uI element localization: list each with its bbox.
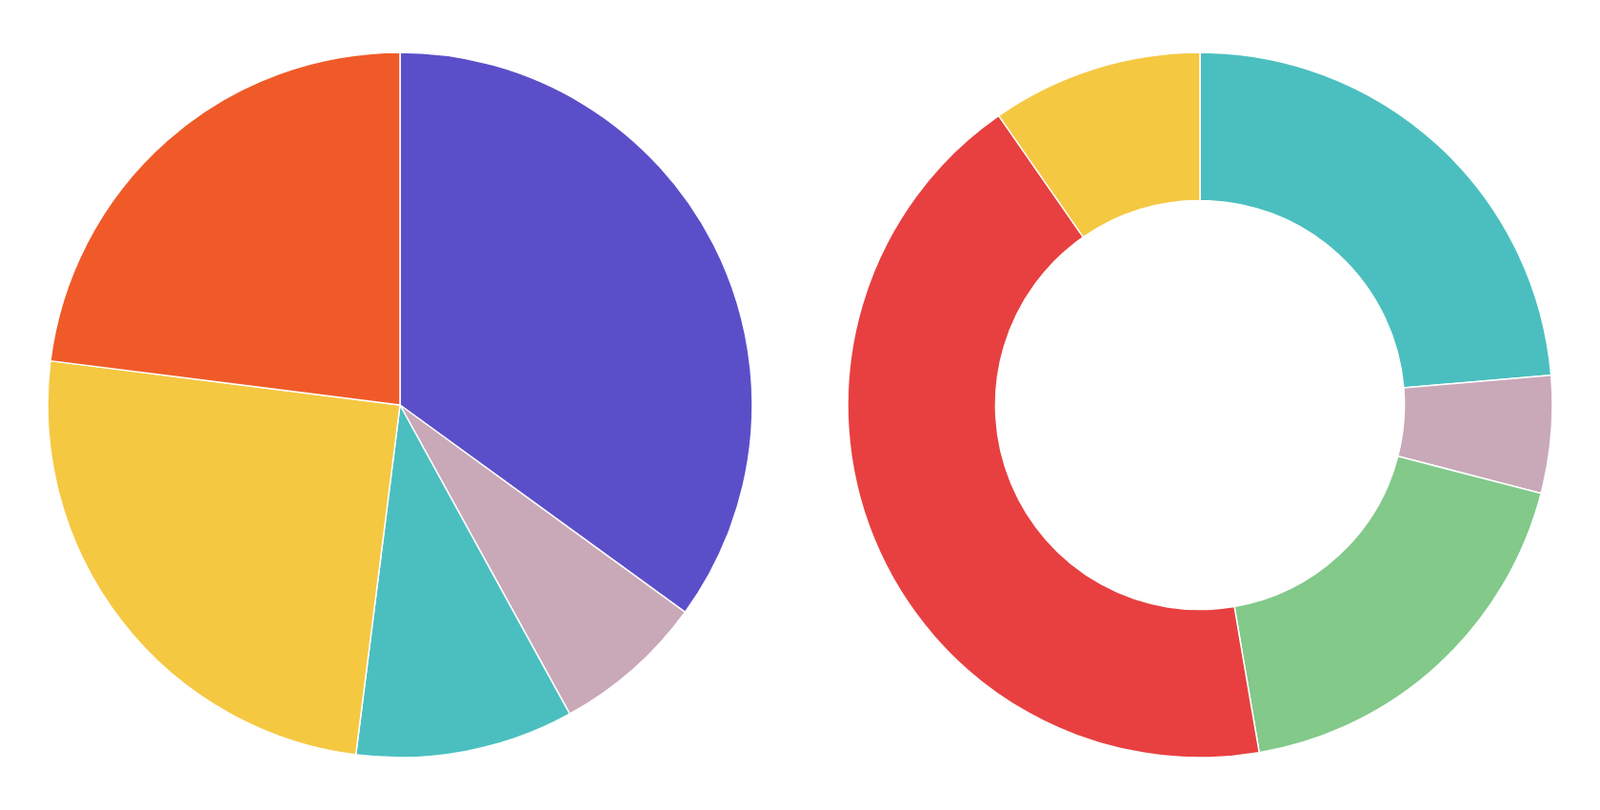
pie-slice [50,52,400,405]
donut-slice [999,52,1200,238]
donut-slice [1200,52,1552,388]
chart-svg [0,0,1600,810]
chart-container [0,0,1600,810]
donut-slice [847,115,1260,758]
pie-chart [47,52,753,758]
donut-slice [1234,456,1541,753]
pie-slice [47,360,400,755]
donut-chart [847,52,1553,758]
